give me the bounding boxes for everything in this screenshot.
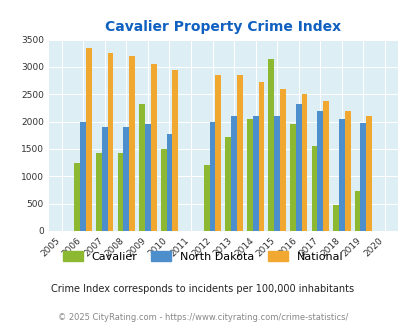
Bar <box>129 56 135 231</box>
Bar <box>279 89 285 231</box>
Bar <box>322 101 328 231</box>
Bar <box>96 153 102 231</box>
Bar <box>311 146 317 231</box>
Bar <box>289 124 295 231</box>
Bar <box>203 165 209 231</box>
Bar <box>86 48 92 231</box>
Bar <box>209 122 215 231</box>
Bar <box>74 163 80 231</box>
Bar <box>80 122 86 231</box>
Bar <box>237 75 242 231</box>
Bar <box>139 104 145 231</box>
Bar <box>365 116 371 231</box>
Bar <box>225 137 230 231</box>
Bar <box>160 149 166 231</box>
Bar <box>102 127 107 231</box>
Bar <box>252 116 258 231</box>
Bar <box>295 104 301 231</box>
Bar <box>246 119 252 231</box>
Title: Cavalier Property Crime Index: Cavalier Property Crime Index <box>105 20 341 34</box>
Bar <box>166 134 172 231</box>
Bar <box>172 70 178 231</box>
Bar <box>332 205 338 231</box>
Bar <box>107 53 113 231</box>
Bar <box>258 82 264 231</box>
Bar <box>360 123 365 231</box>
Bar <box>230 116 237 231</box>
Legend: Cavalier, North Dakota, National: Cavalier, North Dakota, National <box>58 247 347 266</box>
Bar <box>301 94 307 231</box>
Bar <box>215 75 221 231</box>
Bar <box>268 59 274 231</box>
Bar <box>354 191 360 231</box>
Text: Crime Index corresponds to incidents per 100,000 inhabitants: Crime Index corresponds to incidents per… <box>51 284 354 294</box>
Bar <box>145 124 150 231</box>
Bar <box>274 116 279 231</box>
Bar <box>117 153 123 231</box>
Bar <box>123 127 129 231</box>
Bar <box>344 111 350 231</box>
Bar <box>317 111 322 231</box>
Bar <box>150 64 156 231</box>
Bar <box>338 119 344 231</box>
Text: © 2025 CityRating.com - https://www.cityrating.com/crime-statistics/: © 2025 CityRating.com - https://www.city… <box>58 313 347 322</box>
